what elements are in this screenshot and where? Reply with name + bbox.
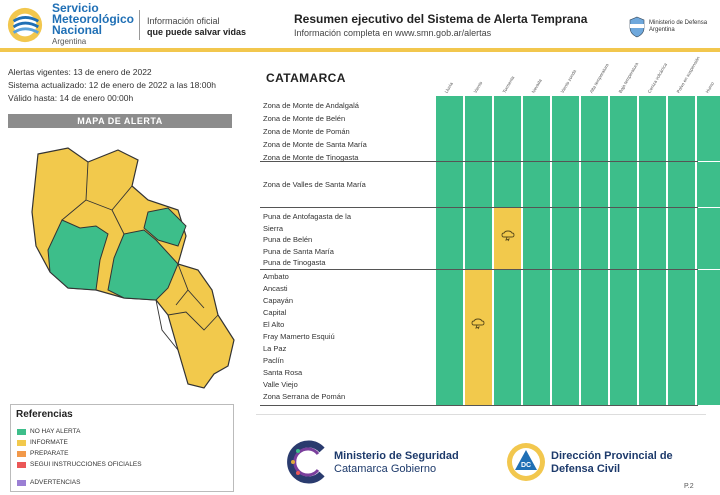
legend-swatch	[17, 461, 26, 468]
column-headers: Lluvia Viento Tormenta Nevada Viento zon…	[436, 55, 715, 96]
alert-map	[31, 147, 235, 389]
status-cell	[668, 270, 695, 405]
svg-text:DC: DC	[521, 462, 531, 469]
tagline: Información oficial que puede salvar vid…	[147, 16, 247, 37]
page-number: P.2	[684, 483, 694, 490]
status-cell	[523, 162, 550, 207]
status-cell	[697, 208, 720, 269]
legend-swatch	[17, 439, 26, 446]
column-header: Polvo en suspensión	[675, 55, 701, 94]
status-cell	[581, 96, 608, 161]
legend-swatch	[17, 428, 26, 435]
footer-divider	[256, 414, 706, 415]
defensa-civil-label: Dirección Provincial de Defensa Civil	[551, 450, 673, 475]
status-cell	[610, 270, 637, 405]
ministry-defense-label: Ministerio de Defensa Argentina	[649, 20, 708, 33]
status-cell	[523, 96, 550, 161]
status-cell	[697, 162, 720, 207]
status-cell	[639, 96, 666, 161]
status-cell	[436, 162, 463, 207]
legend-item: SEGUI INSTRUCCIONES OFICIALES	[17, 460, 142, 469]
status-cell	[436, 96, 463, 161]
column-header: Nevada	[530, 78, 543, 94]
status-cell	[494, 96, 521, 161]
status-cell	[668, 96, 695, 161]
status-cell	[581, 208, 608, 269]
status-cell	[581, 162, 608, 207]
header-accent-bar	[0, 48, 720, 52]
legend-item: PREPARATE	[17, 449, 68, 458]
zone-list: Puna de Antofagasta de la Sierra Puna de…	[263, 212, 351, 267]
status-cell	[465, 208, 492, 269]
status-cell	[610, 162, 637, 207]
defensa-civil-logo-icon: DC	[507, 443, 545, 481]
status-cell	[436, 208, 463, 269]
zone-group: Ambato Ancasti Capayán Capital El Alto F…	[260, 270, 698, 406]
status-cell	[494, 270, 521, 405]
column-header: Alta temperatura	[588, 62, 610, 94]
legend-swatch	[17, 479, 26, 486]
status-cell	[552, 96, 579, 161]
page-subtitle: Información completa en www.smn.gob.ar/a…	[294, 28, 492, 38]
status-cell	[494, 162, 521, 207]
status-cell	[581, 270, 608, 405]
column-header: Baja temperatura	[617, 61, 640, 94]
status-cell	[552, 162, 579, 207]
status-cell	[697, 270, 720, 405]
ministerio-seguridad-label: Ministerio de Seguridad Catamarca Gobier…	[334, 450, 459, 475]
status-cell	[494, 208, 521, 269]
zone-list: Ambato Ancasti Capayán Capital El Alto F…	[263, 272, 346, 401]
legend-swatch	[17, 450, 26, 457]
legend: Referencias NO HAY ALERTA INFORMATE PREP…	[10, 404, 234, 492]
status-cell	[668, 162, 695, 207]
province-title: CATAMARCA	[266, 71, 346, 85]
storm-icon	[501, 230, 515, 242]
map-green-region-west	[47, 219, 109, 291]
zone-list: Zona de Monte de Andalgalá Zona de Monte…	[263, 101, 367, 162]
smn-name: Servicio Meteorológico Nacional Argentin…	[52, 1, 135, 46]
column-header: Viento	[472, 80, 484, 94]
status-cell	[465, 270, 492, 405]
header-divider	[139, 10, 140, 40]
column-header: Viento zonda	[559, 68, 578, 94]
map-green-region-north	[143, 207, 187, 247]
column-header: Lluvia	[443, 81, 454, 94]
status-cell	[552, 270, 579, 405]
legend-item: INFORMATE	[17, 438, 68, 447]
status-cell	[697, 96, 720, 161]
status-cell	[610, 96, 637, 161]
status-cell	[523, 270, 550, 405]
header: Servicio Meteorológico Nacional Argentin…	[0, 0, 720, 52]
column-header: Tormenta	[501, 75, 516, 94]
zone-group: Puna de Antofagasta de la Sierra Puna de…	[260, 208, 698, 270]
status-cell	[552, 208, 579, 269]
status-cell	[639, 208, 666, 269]
status-cell	[639, 162, 666, 207]
zone-list: Zona de Valles de Santa María	[263, 180, 366, 189]
page-title: Resumen ejecutivo del Sistema de Alerta …	[294, 12, 588, 26]
map-inner-borders	[61, 161, 219, 351]
status-cell	[523, 208, 550, 269]
map-title: MAPA DE ALERTA	[8, 114, 232, 128]
smn-logo-icon	[7, 7, 43, 43]
status-cell	[668, 208, 695, 269]
status-cell	[465, 96, 492, 161]
zone-group: Zona de Valles de Santa María	[260, 162, 698, 208]
ministerio-seguridad-logo-icon	[287, 440, 325, 484]
status-cell	[436, 270, 463, 405]
legend-item: ADVERTENCIAS	[17, 478, 80, 487]
zone-group: Zona de Monte de Andalgalá Zona de Monte…	[260, 96, 698, 162]
column-header: Humo	[704, 81, 716, 94]
column-header: Ceniza volcánica	[646, 62, 669, 94]
map-green-region-central	[107, 229, 179, 301]
status-cell	[465, 162, 492, 207]
wind-icon	[471, 318, 485, 330]
legend-item: NO HAY ALERTA	[17, 427, 80, 436]
validity-info: Alertas vigentes: 13 de enero de 2022 Si…	[8, 67, 216, 103]
status-cell	[639, 270, 666, 405]
alert-grid: Zona de Monte de Andalgalá Zona de Monte…	[260, 96, 720, 406]
status-cell	[610, 208, 637, 269]
shield-icon	[629, 16, 645, 38]
